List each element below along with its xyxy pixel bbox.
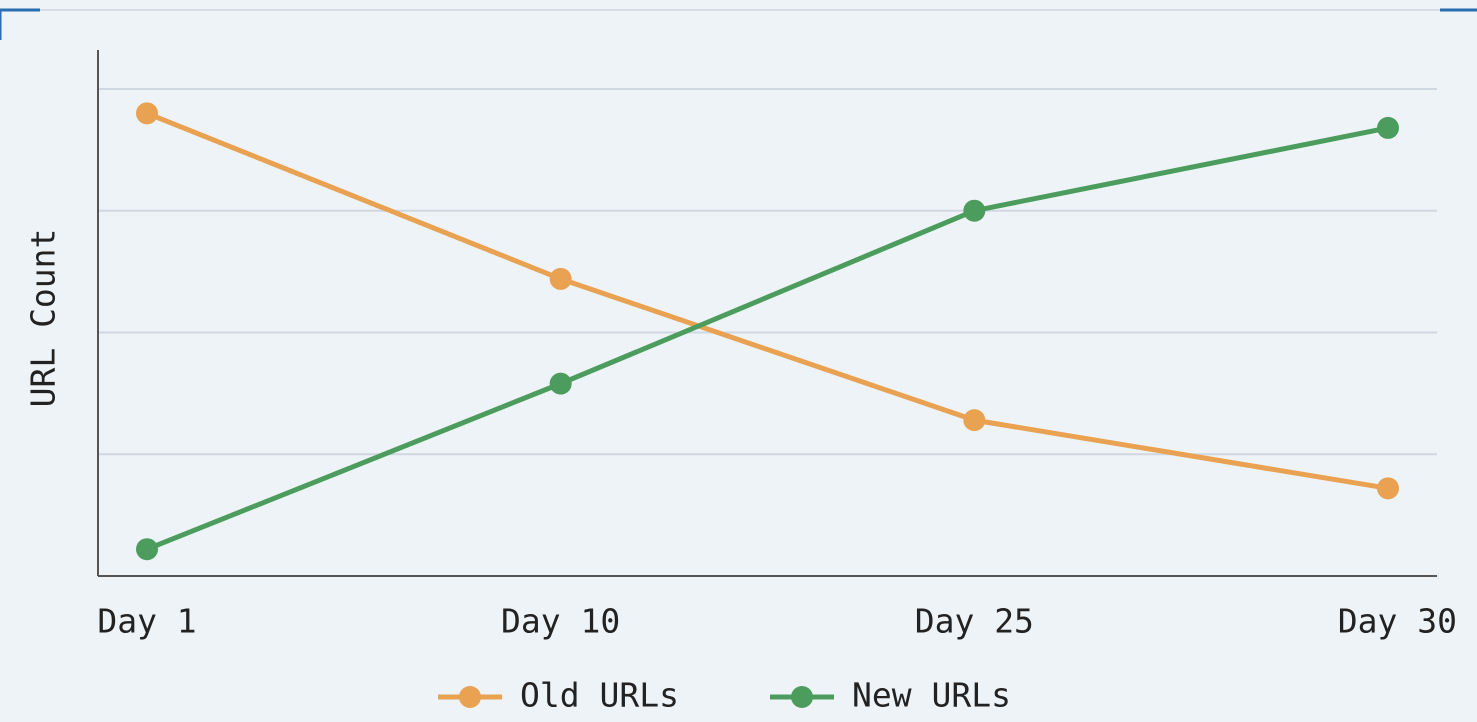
point: [549, 372, 572, 395]
line: [146, 125, 1389, 552]
x-tick-label: Day 1: [97, 602, 196, 641]
point: [136, 102, 158, 125]
point: [963, 199, 986, 222]
point: [1377, 116, 1399, 139]
line: [146, 110, 1389, 491]
x-tick-label: Day 25: [915, 602, 1034, 641]
legend-label: Old URLs: [520, 676, 679, 715]
legend-label: New URLs: [852, 676, 1011, 715]
legend-marker: [791, 686, 813, 708]
point: [963, 409, 986, 432]
point: [549, 267, 572, 290]
x-tick-label: Day 30: [1338, 602, 1457, 641]
x-tick-label: Day 10: [501, 602, 620, 641]
y-axis-label: URL Count: [24, 229, 63, 408]
point: [136, 538, 158, 561]
legend-marker: [459, 686, 481, 708]
frame-corner: [0, 8, 40, 40]
point: [1377, 477, 1399, 500]
